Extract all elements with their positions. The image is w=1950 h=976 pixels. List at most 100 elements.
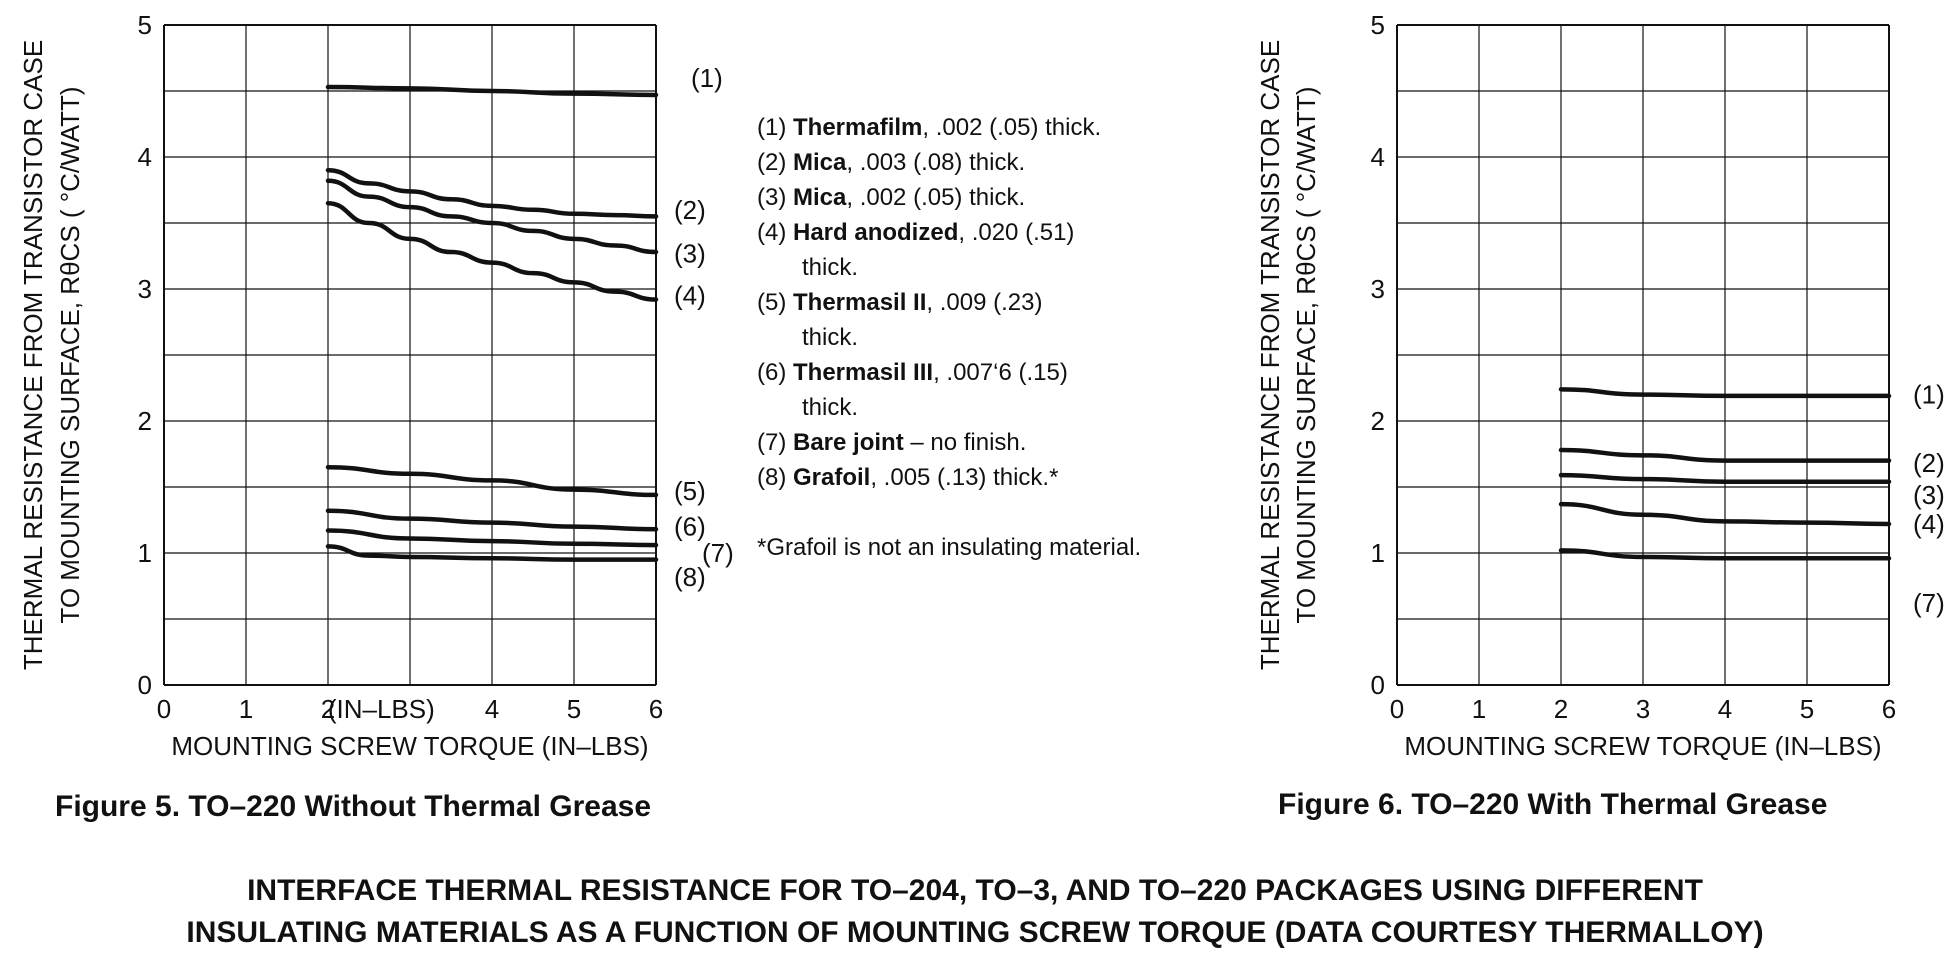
main-title-line-1: INTERFACE THERMAL RESISTANCE FOR TO–204,…	[247, 874, 1703, 907]
x-inner-unit-label: (IN–LBS)	[328, 694, 435, 724]
legend-item-description: – no finish.	[903, 429, 1027, 456]
legend-item-description: , .007‘6 (.15)	[933, 359, 1068, 386]
y-axis-label-line-2: TO MOUNTING SURFACE, RθCS ( °C/WATT)	[1291, 86, 1321, 623]
series-label: (7)	[702, 538, 734, 568]
legend-item-description: , .020 (.51)	[958, 219, 1075, 246]
x-tick-label: 3	[1636, 694, 1650, 724]
x-tick-label: 0	[157, 694, 171, 724]
x-tick-label: 6	[1882, 694, 1896, 724]
y-tick-label: 5	[1371, 10, 1385, 40]
series-label: (4)	[1913, 509, 1945, 539]
series-line-4	[1558, 501, 1892, 527]
legend-item: (4) Hard anodized, .020 (.51)	[757, 215, 1227, 250]
legend-item-description: , .005 (.13) thick.*	[870, 464, 1059, 491]
legend-item-material: Thermasil III	[793, 359, 934, 386]
legend-item: (3) Mica, .002 (.05) thick.	[757, 180, 1227, 215]
legend-item-number: (2)	[757, 149, 793, 176]
y-tick-label: 1	[1371, 538, 1385, 568]
figure-6-caption: Figure 6. TO–220 With Thermal Grease	[1278, 788, 1828, 821]
y-tick-label: 5	[138, 10, 152, 40]
legend-item-material: Grafoil	[793, 464, 871, 491]
series-line-7	[325, 528, 659, 548]
legend-item-number: (8)	[757, 464, 793, 491]
series-line-5	[325, 464, 659, 498]
legend-item-number: (4)	[757, 219, 793, 246]
x-tick-label: 2	[1554, 694, 1568, 724]
legend-item-number: (5)	[757, 289, 793, 316]
series-line-8	[325, 544, 659, 562]
x-tick-label: 5	[567, 694, 581, 724]
legend-item-description: , .002 (.05) thick.	[922, 114, 1102, 141]
legend-item-continuation: thick.	[802, 254, 859, 281]
legend-item-continuation: thick.	[802, 394, 859, 421]
x-tick-label: 6	[649, 694, 663, 724]
y-tick-label: 3	[1371, 274, 1385, 304]
legend-item-material: Mica	[793, 184, 847, 211]
legend-item-number: (6)	[757, 359, 793, 386]
y-tick-label: 2	[138, 406, 152, 436]
y-tick-label: 0	[1371, 670, 1385, 700]
series-label: (8)	[674, 562, 706, 592]
y-tick-label: 2	[1371, 406, 1385, 436]
series-line-6	[325, 508, 659, 532]
y-axis-label-line-1: THERMAL RESISTANCE FROM TRANSISTOR CASE	[18, 40, 48, 670]
series-label: (4)	[674, 281, 706, 311]
series-label: (2)	[674, 195, 706, 225]
series-line-3	[325, 178, 659, 255]
series-label: (1)	[1913, 380, 1945, 410]
series-label: (3)	[674, 238, 706, 268]
main-title: INTERFACE THERMAL RESISTANCE FOR TO–204,…	[0, 870, 1950, 954]
series-line-2	[325, 167, 659, 219]
series-line-1	[1558, 387, 1892, 399]
y-tick-label: 3	[138, 274, 152, 304]
material-legend: (1) Thermafilm, .002 (.05) thick. (2) Mic…	[757, 110, 1227, 565]
x-axis-label: MOUNTING SCREW TORQUE (IN–LBS)	[171, 731, 648, 761]
series-line-1	[325, 84, 659, 98]
y-tick-label: 4	[138, 142, 152, 172]
series-line-4	[325, 200, 659, 302]
legend-item-number: (1)	[757, 114, 793, 141]
legend-item-material: Thermafilm	[793, 114, 923, 141]
x-tick-label: 5	[1800, 694, 1814, 724]
legend-item-material: Hard anodized	[793, 219, 959, 246]
x-tick-label: 4	[1718, 694, 1732, 724]
legend-item-description: , .002 (.05) thick.	[846, 184, 1026, 211]
series-label: (5)	[674, 476, 706, 506]
series-line-5	[1558, 548, 1892, 561]
legend-item-number: (3)	[757, 184, 793, 211]
legend-item: (8) Grafoil, .005 (.13) thick.*	[757, 460, 1227, 495]
x-tick-label: 0	[1390, 694, 1404, 724]
series-label: (6)	[674, 512, 706, 542]
series-label: (7)	[1913, 588, 1945, 618]
y-tick-label: 1	[138, 538, 152, 568]
y-tick-label: 4	[1371, 142, 1385, 172]
x-tick-label: 1	[1472, 694, 1486, 724]
figure-5-caption: Figure 5. TO–220 Without Thermal Grease	[55, 790, 652, 823]
x-tick-label: 1	[239, 694, 253, 724]
series-label: (3)	[1913, 480, 1945, 510]
legend-item: (5) Thermasil II, .009 (.23)	[757, 285, 1227, 320]
series-label: (2)	[1913, 448, 1945, 478]
series-line-2	[1558, 447, 1892, 463]
legend-footnote: *Grafoil is not an insulating material.	[757, 534, 1142, 561]
legend-item-number: (7)	[757, 429, 793, 456]
legend-item-material: Bare joint	[793, 429, 904, 456]
series-label: (1)	[691, 63, 723, 93]
x-tick-label: 2	[321, 694, 335, 724]
legend-item-material: Thermasil II	[793, 289, 927, 316]
y-axis-label-line-2: TO MOUNTING SURFACE, RθCS ( °C/WATT)	[55, 86, 85, 623]
legend-item: (7) Bare joint – no finish.	[757, 425, 1227, 460]
y-axis-label-line-1: THERMAL RESISTANCE FROM TRANSISTOR CASE	[1255, 40, 1285, 670]
main-title-line-2: INSULATING MATERIALS AS A FUNCTION OF MO…	[186, 916, 1764, 949]
y-tick-label: 0	[138, 670, 152, 700]
legend-item-description: , .003 (.08) thick.	[846, 149, 1026, 176]
legend-item: (2) Mica, .003 (.08) thick.	[757, 145, 1227, 180]
x-tick-label: 4	[485, 694, 499, 724]
legend-item: (6) Thermasil III, .007‘6 (.15)	[757, 355, 1227, 390]
legend-item-material: Mica	[793, 149, 847, 176]
legend-item-description: , .009 (.23)	[926, 289, 1043, 316]
legend-item-continuation: thick.	[802, 324, 859, 351]
series-line-3	[1558, 472, 1892, 484]
